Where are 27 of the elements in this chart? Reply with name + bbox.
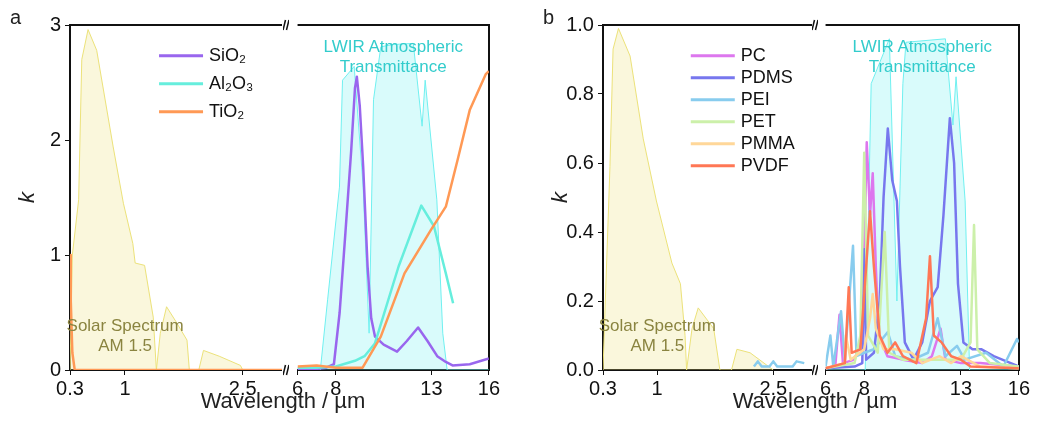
x-tick-label: 16 xyxy=(477,376,500,399)
y-axis-title: k xyxy=(14,191,40,203)
chart-title: b xyxy=(543,6,555,28)
legend-label: PET xyxy=(740,110,776,131)
legend-label: TiO₂ xyxy=(209,100,245,121)
x-tick-label: 1 xyxy=(119,376,131,399)
y-tick-label: 2 xyxy=(49,127,61,150)
y-tick-label: 0.4 xyxy=(566,219,594,242)
x-tick-label: 13 xyxy=(949,376,973,399)
x-tick-label: 1 xyxy=(651,376,663,399)
legend-label: PMMA xyxy=(740,132,795,153)
legend-label: SiO₂ xyxy=(209,44,247,65)
chart-title: a xyxy=(10,6,22,28)
x-tick-label: 16 xyxy=(1007,376,1030,399)
legend-label: PEI xyxy=(740,88,770,109)
y-tick-label: 0.2 xyxy=(566,288,594,311)
legend-label: PDMS xyxy=(740,66,793,87)
y-axis-title: k xyxy=(547,191,573,203)
y-tick-label: 1.0 xyxy=(566,12,594,35)
y-tick-label: 0.6 xyxy=(566,150,594,173)
y-tick-label: 3 xyxy=(49,12,61,35)
legend-label: Al₂O₃ xyxy=(209,72,254,93)
legend-label: PC xyxy=(740,44,766,65)
legend-label: PVDF xyxy=(740,154,789,175)
y-tick-label: 0.8 xyxy=(566,81,594,104)
y-tick-label: 1 xyxy=(49,242,61,265)
x-tick-label: 13 xyxy=(420,376,443,399)
